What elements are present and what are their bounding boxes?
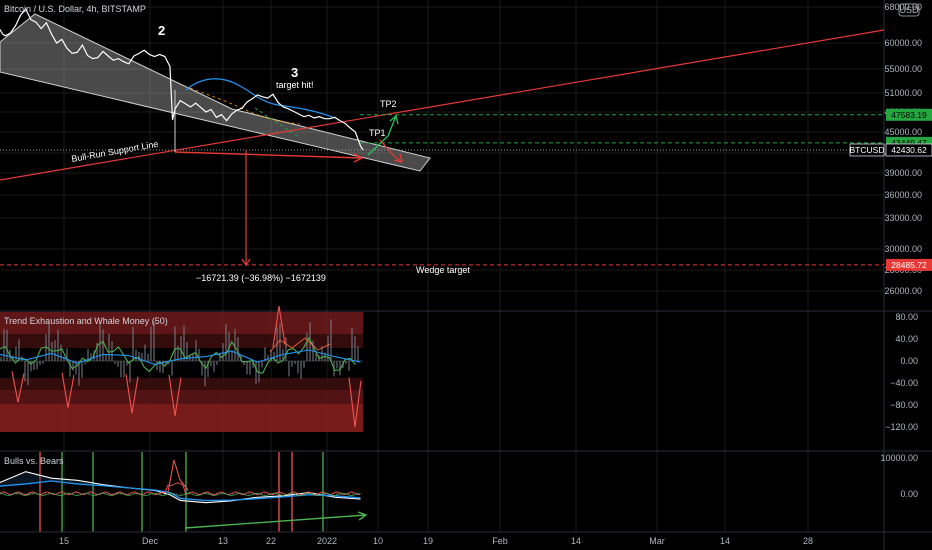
time-tick-label: Feb (492, 536, 508, 546)
trend-exhaustion-spike (348, 377, 362, 428)
last-symbol-badge-bg (849, 143, 885, 157)
projection-down (379, 139, 403, 163)
time-tick-label: 14 (571, 536, 581, 546)
projection-up (367, 115, 397, 156)
trend-orange-line (269, 337, 331, 353)
bullish-divergence-head (357, 511, 368, 521)
price-tick-label: 45000.00 (884, 127, 922, 137)
bulls-green-line (0, 492, 361, 497)
trend-zone-bottom-inner (0, 378, 363, 390)
trend-green-line (0, 336, 356, 374)
price-tick-label: 68000.00 (884, 2, 922, 12)
projection-down-head (393, 153, 403, 163)
wedge-channel (0, 13, 431, 172)
time-tick-label: 10 (373, 536, 383, 546)
time-tick-label: 22 (266, 536, 276, 546)
wedge-target-label: Wedge target (416, 265, 470, 275)
support-line (0, 29, 885, 181)
tp2-price-badge-bg (886, 108, 932, 121)
price-tick-label: 36000.00 (884, 190, 922, 200)
price-tick-label: 26000.00 (884, 286, 922, 296)
wedge-target-badge: 28485.72 (891, 260, 927, 270)
bulls-tick-label: 0.00 (900, 489, 918, 499)
tp1-price-badge: 43449.47 (891, 138, 927, 148)
time-tick-label: 2022 (317, 536, 337, 546)
time-tick-label: 13 (218, 536, 228, 546)
measure-down-arrowhead (241, 258, 251, 267)
price-tick-label: 60000.00 (884, 38, 922, 48)
price-tick-label: 51000.00 (884, 88, 922, 98)
currency-badge-box (898, 3, 920, 17)
trend-tick-label: −120.00 (885, 422, 918, 432)
time-tick-label: 28 (803, 536, 813, 546)
time-tick-label: 19 (423, 536, 433, 546)
ema-dashed-curve (189, 87, 301, 125)
bulls-blue-line (0, 480, 361, 502)
price-tick-label: 30000.00 (884, 244, 922, 254)
trend-exhaustion-spike (168, 374, 182, 417)
trend-tick-label: −80.00 (890, 400, 918, 410)
price-tick-label: 55000.00 (884, 64, 922, 74)
bears-red-line (0, 482, 361, 496)
time-tick-label: Mar (649, 536, 665, 546)
wedge-target-badge-bg (886, 258, 932, 271)
currency-badge: USD (899, 5, 919, 15)
wave-2-label: 2 (158, 23, 165, 38)
price-line (0, 8, 364, 151)
bears-spike (167, 459, 189, 493)
price-tick-label: 39000.00 (884, 168, 922, 178)
measure-label: −16721.39 (−36.98%) −1672139 (196, 273, 326, 283)
bullish-divergence-line (184, 514, 367, 529)
bulls-tick-label: 10000.00 (880, 453, 918, 463)
trend-tick-label: 0.00 (900, 356, 918, 366)
tp2-price-badge: 47583.19 (891, 110, 927, 120)
bulls-indicator-title: Bulls vs. Bears (4, 456, 64, 466)
time-tick-label: Dec (142, 536, 159, 546)
trend-tick-label: 40.00 (895, 334, 918, 344)
price-tick-label: 33000.00 (884, 213, 922, 223)
tp1-label: TP1 (369, 128, 386, 138)
trend-exhaustion-spike (125, 373, 139, 414)
measure-arrowhead (353, 153, 364, 163)
symbol-title: Bitcoin / U.S. Dollar, 4h, BITSTAMP (4, 4, 146, 14)
projection-up-head (389, 114, 399, 125)
measure-horizontal (174, 151, 363, 159)
last-symbol-badge: BTCUSD (850, 145, 885, 155)
trend-zone-bottom-mid (0, 390, 363, 404)
target-hit-label: target hit! (276, 80, 314, 90)
trend-exhaustion-spike (61, 372, 75, 408)
tp2-label: TP2 (380, 99, 397, 109)
trend-tick-label: −40.00 (890, 378, 918, 388)
ema-blue-curve (185, 78, 336, 119)
last-price-badge: 42430.62 (891, 145, 927, 155)
trend-tick-label: 80.00 (895, 312, 918, 322)
trend-zone-bottom (0, 404, 363, 432)
time-tick-label: 15 (59, 536, 69, 546)
trend-exhaustion-spike (272, 305, 286, 348)
trend-zone-top (0, 312, 363, 334)
wave-3-label: 3 (291, 65, 298, 80)
time-tick-label: 14 (720, 536, 730, 546)
last-price-badge-bg (885, 143, 932, 157)
trend-exhaustion-spike (11, 371, 25, 403)
trend-blue-line (0, 349, 361, 365)
trend-indicator-title: Trend Exhaustion and Whale Money (50) (4, 316, 168, 326)
